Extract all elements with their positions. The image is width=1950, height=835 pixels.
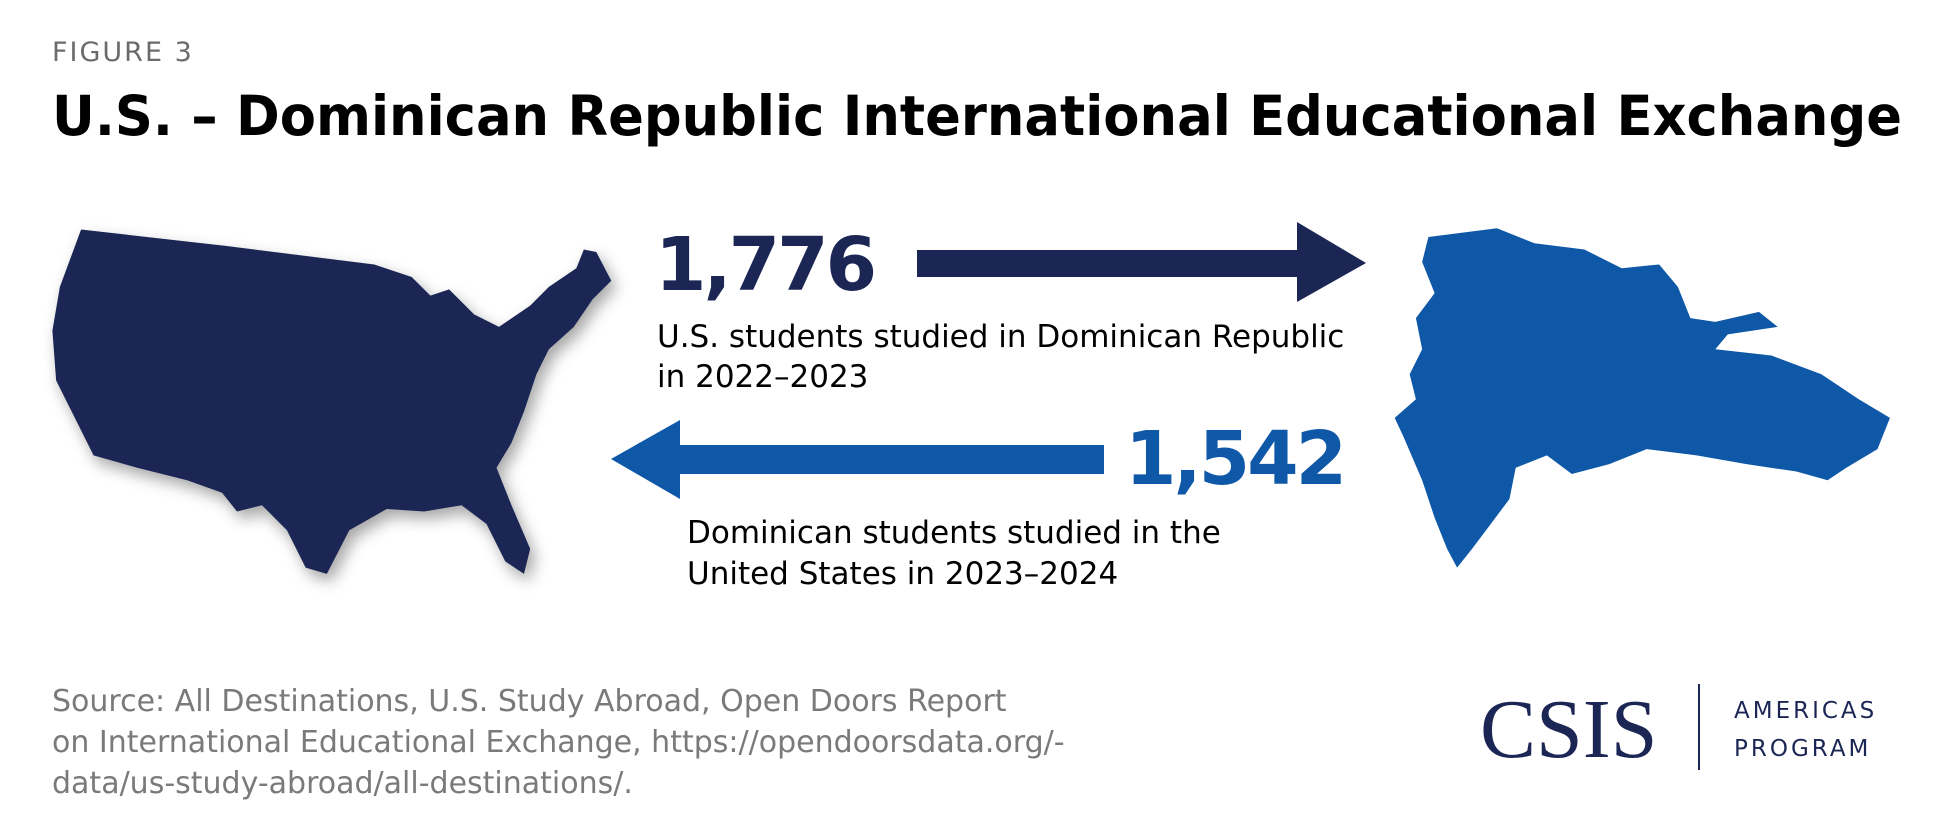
logo-program: AMERICAS [1734, 698, 1877, 724]
flow-caption: in 2022–2023 [657, 359, 868, 395]
source: on International Educational Exchange, h… [52, 725, 1065, 760]
arrow-right [917, 222, 1366, 302]
logo-name: CSIS [1480, 683, 1657, 776]
flow-caption: United States in 2023–2024 [687, 556, 1118, 592]
flow-value: 1,776 [655, 222, 874, 308]
dr-map [1394, 228, 1890, 568]
source: data/us-study-abroad/all-destinations/. [52, 766, 633, 801]
logo-program: PROGRAM [1734, 736, 1871, 762]
flow-caption: Dominican students studied in the [687, 515, 1221, 551]
flow-caption: U.S. students studied in Dominican Repub… [657, 319, 1344, 355]
us-map [52, 229, 612, 574]
flow-value: 1,542 [1125, 416, 1344, 502]
title: U.S. – Dominican Republic International … [52, 84, 1902, 148]
arrow-left [611, 420, 1104, 499]
figure-label: FIGURE 3 [52, 37, 194, 68]
source: Source: All Destinations, U.S. Study Abr… [52, 684, 1007, 719]
